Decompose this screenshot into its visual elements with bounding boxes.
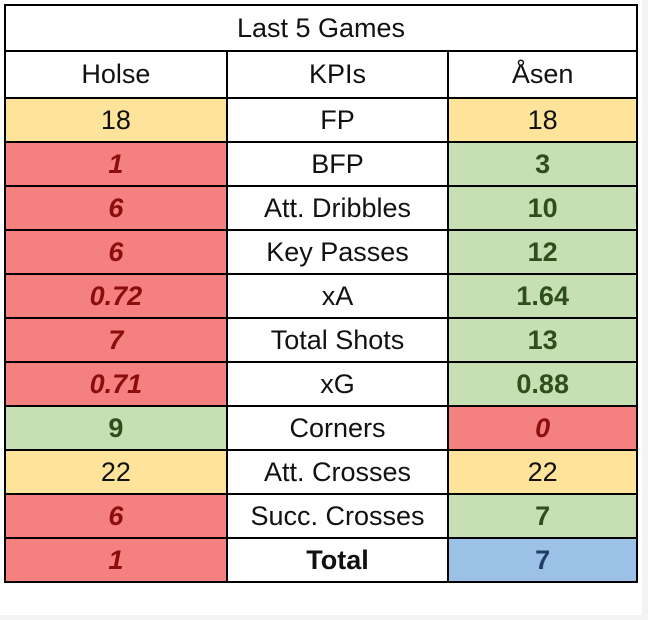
total-row: 1 Total 7: [4, 537, 638, 583]
asen-value-cell[interactable]: 1.64: [447, 273, 638, 319]
kpi-label-cell[interactable]: xA: [225, 273, 450, 319]
kpi-label-cell[interactable]: Key Passes: [225, 229, 450, 275]
holse-value-cell[interactable]: 0.72: [4, 273, 228, 319]
table-row: 6 Succ. Crosses 7: [4, 493, 638, 539]
asen-value-cell[interactable]: 7: [447, 537, 638, 583]
asen-value-cell[interactable]: 13: [447, 317, 638, 363]
kpi-label-cell[interactable]: Corners: [225, 405, 450, 451]
table-row: 0.72 xA 1.64: [4, 273, 638, 319]
header-holse[interactable]: Holse: [4, 50, 228, 99]
total-label-cell[interactable]: Total: [225, 537, 450, 583]
asen-value-cell[interactable]: 3: [447, 141, 638, 187]
holse-value-cell[interactable]: 7: [4, 317, 228, 363]
header-kpis[interactable]: KPIs: [225, 50, 450, 99]
kpi-label-cell[interactable]: Att. Dribbles: [225, 185, 450, 231]
kpi-table: Last 5 Games Holse KPIs Åsen 18 FP 18 1 BFP 3…: [4, 4, 638, 583]
asen-value-cell[interactable]: 22: [447, 449, 638, 495]
kpi-label-cell[interactable]: Total Shots: [225, 317, 450, 363]
table-title[interactable]: Last 5 Games: [4, 4, 638, 52]
asen-value-cell[interactable]: 18: [447, 97, 638, 143]
holse-value-cell[interactable]: 18: [4, 97, 228, 143]
holse-value-cell[interactable]: 9: [4, 405, 228, 451]
holse-value-cell[interactable]: 1: [4, 141, 228, 187]
title-row: Last 5 Games: [4, 4, 638, 52]
asen-value-cell[interactable]: 12: [447, 229, 638, 275]
table-row: 9 Corners 0: [4, 405, 638, 451]
header-asen[interactable]: Åsen: [447, 50, 638, 99]
table-row: 22 Att. Crosses 22: [4, 449, 638, 495]
asen-value-cell[interactable]: 0.88: [447, 361, 638, 407]
table-row: 6 Att. Dribbles 10: [4, 185, 638, 231]
table-row: 0.71 xG 0.88: [4, 361, 638, 407]
holse-value-cell[interactable]: 6: [4, 493, 228, 539]
sheet-gridline-right: [642, 0, 648, 620]
holse-value-cell[interactable]: 1: [4, 537, 228, 583]
kpi-label-cell[interactable]: Succ. Crosses: [225, 493, 450, 539]
table-body: Last 5 Games Holse KPIs Åsen 18 FP 18 1 BFP 3…: [4, 4, 638, 583]
kpi-label-cell[interactable]: Att. Crosses: [225, 449, 450, 495]
kpi-comparison-sheet: Last 5 Games Holse KPIs Åsen 18 FP 18 1 BFP 3…: [4, 4, 640, 583]
asen-value-cell[interactable]: 10: [447, 185, 638, 231]
asen-value-cell[interactable]: 7: [447, 493, 638, 539]
kpi-label-cell[interactable]: xG: [225, 361, 450, 407]
kpi-label-cell[interactable]: BFP: [225, 141, 450, 187]
asen-value-cell[interactable]: 0: [447, 405, 638, 451]
table-row: 7 Total Shots 13: [4, 317, 638, 363]
sheet-gridline-bottom: [0, 615, 648, 620]
header-row: Holse KPIs Åsen: [4, 50, 638, 99]
table-row: 1 BFP 3: [4, 141, 638, 187]
holse-value-cell[interactable]: 6: [4, 185, 228, 231]
holse-value-cell[interactable]: 0.71: [4, 361, 228, 407]
holse-value-cell[interactable]: 22: [4, 449, 228, 495]
table-row: 6 Key Passes 12: [4, 229, 638, 275]
holse-value-cell[interactable]: 6: [4, 229, 228, 275]
table-row: 18 FP 18: [4, 97, 638, 143]
kpi-label-cell[interactable]: FP: [225, 97, 450, 143]
